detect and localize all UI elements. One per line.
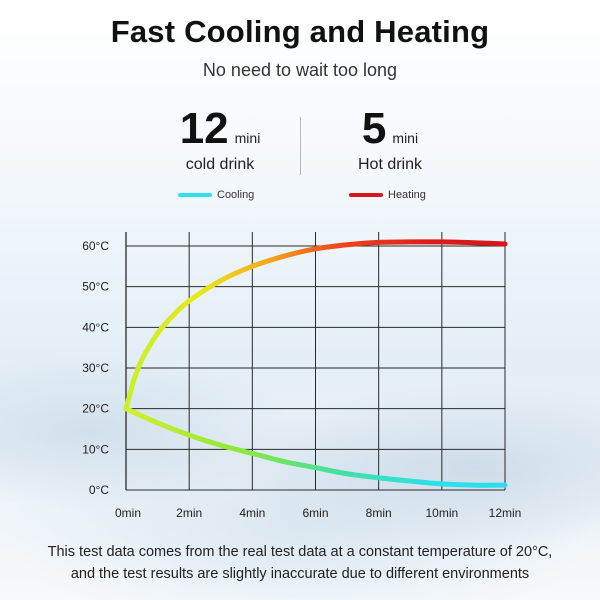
legend-label-cooling: Cooling — [217, 189, 255, 201]
x-tick-label: 2min — [176, 506, 202, 520]
stat-description: cold drink — [185, 156, 255, 173]
x-tick-label: 12min — [489, 506, 522, 520]
stat-cold-drink: 12 mini cold drink — [160, 104, 280, 174]
x-tick-label: 10min — [425, 506, 458, 520]
stat-divider — [300, 117, 301, 175]
x-tick-label: 0min — [115, 506, 141, 520]
page-subtitle: No need to wait too long — [202, 60, 398, 80]
legend-item-cooling: Cooling — [178, 189, 254, 205]
y-tick-label: 60°C — [82, 239, 109, 253]
page-title: Fast Cooling and Heating — [110, 14, 490, 49]
y-tick-label: 40°C — [82, 320, 109, 334]
legend-swatch-heating — [349, 193, 383, 198]
stat-hot-drink: 5 mini Hot drink — [330, 104, 450, 174]
stat-number: 12 — [179, 104, 229, 153]
stat-unit: mini — [234, 130, 261, 146]
footnote-line-1: This test data comes from the real test … — [47, 544, 553, 560]
x-tick-label: 8min — [366, 506, 392, 520]
stat-value: 12 mini — [160, 104, 280, 154]
x-tick-label: 6min — [302, 506, 328, 520]
y-tick-label: 20°C — [82, 402, 109, 416]
series-line-cooling — [123, 406, 508, 488]
y-tick-label: 0°C — [89, 483, 109, 497]
stat-description: Hot drink — [357, 156, 423, 173]
stat-value: 5 mini — [330, 104, 450, 154]
footnote-line-2: and the test results are slightly inaccu… — [70, 566, 530, 582]
legend-label-heating: Heating — [388, 189, 426, 201]
legend-swatch-cooling — [178, 193, 212, 198]
y-tick-label: 50°C — [82, 280, 109, 294]
series-line-heating — [123, 239, 508, 412]
footnote: This test data comes from the real test … — [0, 541, 600, 585]
stat-number: 5 — [361, 104, 387, 153]
x-tick-label: 4min — [239, 506, 265, 520]
y-tick-label: 10°C — [82, 442, 109, 456]
stat-unit: mini — [392, 130, 419, 146]
y-tick-label: 30°C — [82, 361, 109, 375]
legend-item-heating: Heating — [349, 189, 426, 205]
